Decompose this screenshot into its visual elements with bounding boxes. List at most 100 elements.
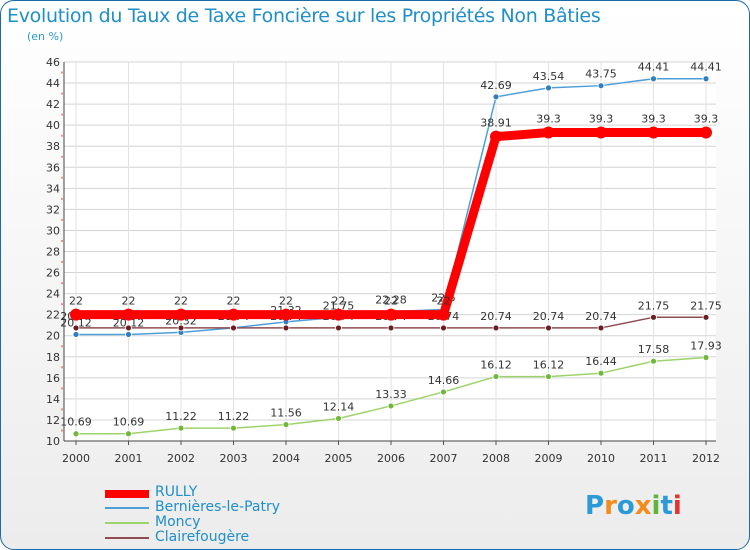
data-label-moncy: 11.22 xyxy=(165,410,197,423)
data-point-clairefougere xyxy=(545,324,552,332)
data-point-rully xyxy=(647,126,660,139)
data-point-clairefougere xyxy=(335,324,342,332)
data-point-bernieres-le-patry xyxy=(702,75,710,83)
y-tick-label: 44 xyxy=(46,77,60,90)
data-label-rully: 39.3 xyxy=(589,113,614,126)
data-label-bernieres-le-patry: 21.75 xyxy=(323,299,355,312)
data-point-moncy xyxy=(440,388,447,396)
y-tick-label: 14 xyxy=(46,393,60,406)
data-point-clairefougere xyxy=(72,324,80,332)
data-point-moncy xyxy=(650,357,657,365)
data-point-moncy xyxy=(335,415,342,422)
data-label-bernieres-le-patry: 43.54 xyxy=(533,70,565,83)
data-label-rully: 22 xyxy=(437,295,451,308)
data-point-clairefougere xyxy=(282,324,290,332)
y-tick-label: 34 xyxy=(46,182,60,195)
data-point-rully xyxy=(542,126,555,139)
legend-swatch-moncy xyxy=(105,522,149,524)
data-label-bernieres-le-patry: 22.28 xyxy=(375,294,407,307)
data-label-moncy: 10.69 xyxy=(113,416,145,429)
data-label-clairefougere: 21.75 xyxy=(690,299,722,312)
data-label-moncy: 11.56 xyxy=(270,407,302,420)
data-label-clairefougere: 20.74 xyxy=(480,310,512,323)
data-label-moncy: 16.44 xyxy=(585,355,617,368)
y-tick-label: 32 xyxy=(46,203,60,216)
y-tick-label: 36 xyxy=(46,161,60,174)
y-tick-label: 46 xyxy=(46,56,60,69)
y-tick-label: 38 xyxy=(46,140,60,153)
x-tick-label: 2002 xyxy=(167,452,195,465)
data-point-bernieres-le-patry xyxy=(597,82,605,90)
x-tick-label: 2005 xyxy=(325,452,353,465)
x-tick-label: 2001 xyxy=(115,452,143,465)
data-label-moncy: 14.66 xyxy=(428,374,460,387)
data-label-moncy: 17.93 xyxy=(690,340,722,353)
data-point-clairefougere xyxy=(230,324,237,332)
data-point-rully xyxy=(175,308,187,321)
x-tick-label: 2008 xyxy=(482,452,510,465)
y-tick-label: 26 xyxy=(46,267,60,280)
data-label-moncy: 17.58 xyxy=(638,343,670,356)
y-tick-label: 40 xyxy=(46,119,60,132)
data-point-rully xyxy=(700,126,712,139)
data-point-rully xyxy=(595,126,607,139)
legend-label-moncy: Moncy xyxy=(155,514,201,530)
data-label-clairefougere: 21.75 xyxy=(638,299,670,312)
data-label-moncy: 16.12 xyxy=(533,359,565,372)
data-point-clairefougere xyxy=(125,324,132,332)
data-label-rully: 22 xyxy=(384,295,398,308)
data-label-rully: 22 xyxy=(332,295,346,308)
data-label-bernieres-le-patry: 20.12 xyxy=(60,316,92,329)
y-tick-label: 16 xyxy=(46,372,60,385)
data-point-clairefougere xyxy=(597,324,605,332)
data-point-moncy xyxy=(387,402,395,410)
y-tick-label: 22 xyxy=(46,309,60,322)
data-label-moncy: 12.14 xyxy=(323,400,355,413)
x-tick-label: 2000 xyxy=(62,452,90,465)
proxiti-logo: Proxiti xyxy=(585,491,682,521)
data-label-moncy: 10.69 xyxy=(60,416,92,429)
logo-letter: t xyxy=(660,491,673,521)
logo-letter: i xyxy=(672,491,682,521)
data-label-bernieres-le-patry: 44.41 xyxy=(690,61,722,74)
logo-letter: r xyxy=(604,491,617,521)
legend-swatch-rully xyxy=(105,490,149,498)
data-point-moncy xyxy=(282,421,290,428)
data-label-moncy: 13.33 xyxy=(375,388,407,401)
data-point-rully xyxy=(332,308,345,321)
data-point-clairefougere xyxy=(650,313,657,321)
x-tick-label: 2006 xyxy=(377,452,405,465)
x-tick-label: 2010 xyxy=(587,452,615,465)
chart-title: Evolution du Taux de Taxe Foncière sur l… xyxy=(7,5,601,27)
data-point-clairefougere xyxy=(387,324,395,332)
data-point-moncy xyxy=(597,369,605,377)
data-point-bernieres-le-patry xyxy=(492,93,500,101)
data-point-clairefougere xyxy=(492,324,500,332)
data-point-bernieres-le-patry xyxy=(72,331,80,338)
data-point-rully xyxy=(437,308,450,321)
data-point-rully xyxy=(122,308,135,321)
data-label-bernieres-le-patry: 20.12 xyxy=(113,316,145,329)
data-point-moncy xyxy=(177,424,185,432)
data-label-rully: 22 xyxy=(122,295,136,308)
data-label-bernieres-le-patry: 44.41 xyxy=(638,61,670,74)
data-point-moncy xyxy=(125,430,132,438)
x-tick-label: 2009 xyxy=(535,452,563,465)
y-tick-label: 20 xyxy=(46,330,60,343)
data-point-moncy xyxy=(492,373,500,380)
logo-letter: x xyxy=(634,491,652,521)
y-tick-label: 30 xyxy=(46,224,60,237)
legend-label-rully: RULLY xyxy=(155,484,198,500)
data-label-rully: 38.91 xyxy=(480,117,512,130)
data-label-rully: 22 xyxy=(174,295,188,308)
data-point-bernieres-le-patry xyxy=(125,331,132,338)
data-point-bernieres-le-patry xyxy=(545,84,552,92)
y-tick-label: 42 xyxy=(46,98,60,111)
data-label-rully: 39.3 xyxy=(641,113,666,126)
legend-label-clairefougere: Clairefougère xyxy=(155,529,250,545)
data-point-clairefougere xyxy=(177,324,185,332)
y-tick-label: 24 xyxy=(46,288,60,301)
data-label-rully: 22 xyxy=(69,295,83,308)
